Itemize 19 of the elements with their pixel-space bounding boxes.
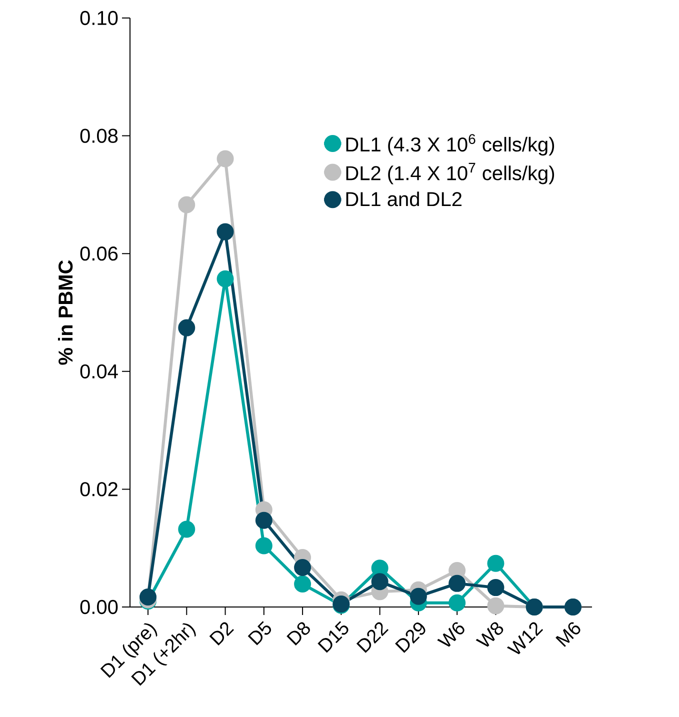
x-tick-label: D2 [209, 622, 234, 646]
y-tick-label: 0.00 [80, 600, 118, 614]
y-axis-title: % in PBMC [58, 260, 73, 365]
legend-label: DL1 (4.3 X 10$^{6}$ cells/kg) [346, 134, 554, 156]
legend-label: DL1 and DL2 [346, 192, 462, 206]
x-tick-label: D29 [395, 622, 426, 653]
y-tick-label: 0.10 [80, 10, 118, 26]
y-tick-label: 0.06 [80, 246, 118, 261]
x-tick-label: W6 [437, 622, 464, 647]
x-tick-label: D5 [248, 621, 272, 646]
y-tick-label: 0.02 [80, 482, 118, 496]
y-tick-label: 0.04 [80, 364, 118, 378]
x-tick-label: D8 [286, 622, 310, 646]
y-tick-label: 0.08 [80, 128, 118, 143]
x-tick-label: W8 [476, 622, 504, 647]
x-tick-label: D22 [356, 622, 389, 653]
x-tick-label: D15 [318, 621, 348, 653]
x-tick-label: M6 [556, 622, 580, 647]
legend-label: DL2 (1.4 X 10$^{7}$ cells/kg) [346, 162, 554, 184]
